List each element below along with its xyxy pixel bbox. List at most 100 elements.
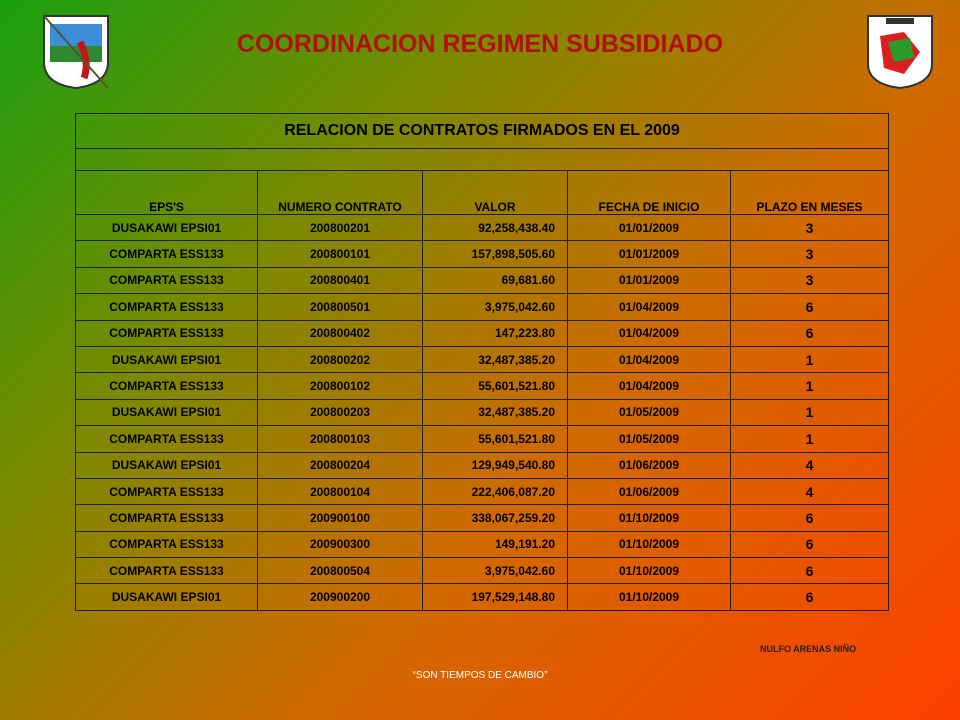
table-cell: 3: [730, 240, 889, 268]
right-logo: [867, 15, 933, 90]
column-header: NUMERO CONTRATO: [257, 170, 423, 215]
signature: NULFO ARENAS NIÑO: [760, 644, 857, 654]
table-cell: 01/04/2009: [567, 345, 731, 374]
table-cell: 200800504: [257, 557, 423, 585]
table-cell: 01/10/2009: [567, 557, 731, 585]
table-cell: 01/01/2009: [567, 213, 731, 242]
table-row: COMPARTA ESS133 200800104 222,406,087.20 01…: [75, 477, 889, 506]
table-row: COMPARTA ESS133 200800101 157,898,505.60 01…: [75, 240, 889, 268]
table-cell: 6: [730, 293, 889, 321]
table-cell: 3,975,042.60: [422, 557, 568, 585]
table-cell: 32,487,385.20: [422, 398, 568, 427]
table-cell: 4: [730, 477, 889, 506]
table-cell: 200800102: [257, 372, 423, 400]
empty-cell: [75, 148, 889, 171]
table-cell: DUSAKAWI EPSI01: [75, 451, 258, 479]
table-row: COMPARTA ESS133 200800401 69,681.60 01/01/2…: [75, 266, 889, 295]
table-cell: COMPARTA ESS133: [75, 504, 258, 532]
table-cell: 32,487,385.20: [422, 345, 568, 374]
table-row: DUSAKAWI EPSI01 200800203 32,487,385.20 01/…: [75, 398, 889, 427]
table-row: COMPARTA ESS133 200800402 147,223.80 01/04/…: [75, 319, 889, 347]
table-cell: 1: [730, 425, 889, 453]
left-logo: [43, 15, 109, 90]
table-cell: 200800402: [257, 319, 423, 347]
table-row: COMPARTA ESS133 200800103 55,601,521.80 01/…: [75, 425, 889, 453]
table-cell: 200800204: [257, 451, 423, 479]
table-cell: 6: [730, 530, 889, 559]
table-cell: 1: [730, 345, 889, 374]
table-cell: 149,191.20: [422, 530, 568, 559]
empty-row: [75, 148, 889, 171]
table-cell: 6: [730, 557, 889, 585]
table-cell: 4: [730, 451, 889, 479]
table-title: RELACION DE CONTRATOS FIRMADOS EN EL 200…: [75, 113, 889, 149]
table-cell: 200900100: [257, 504, 423, 532]
table-cell: DUSAKAWI EPSI01: [75, 345, 258, 374]
table-row: COMPARTA ESS133 200800102 55,601,521.80 01/…: [75, 372, 889, 400]
table-cell: 69,681.60: [422, 266, 568, 295]
table-cell: 01/04/2009: [567, 319, 731, 347]
table-cell: 200800201: [257, 213, 423, 242]
slide-title: COORDINACION REGIMEN SUBSIDIADO: [236, 30, 724, 58]
column-header: EPS'S: [75, 170, 258, 215]
table-cell: COMPARTA ESS133: [75, 372, 258, 400]
table-row: DUSAKAWI EPSI01 200800202 32,487,385.20 01/…: [75, 345, 889, 374]
table-cell: COMPARTA ESS133: [75, 266, 258, 295]
table-cell: COMPARTA ESS133: [75, 557, 258, 585]
table-cell: 6: [730, 504, 889, 532]
table-cell: 157,898,505.60: [422, 240, 568, 268]
table-cell: 129,949,540.80: [422, 451, 568, 479]
column-header: VALOR: [422, 170, 568, 215]
table-row: DUSAKAWI EPSI01 200900200 197,529,148.80 01…: [75, 583, 889, 611]
table-cell: COMPARTA ESS133: [75, 319, 258, 347]
table-cell: 01/10/2009: [567, 530, 731, 559]
table-cell: 200800202: [257, 345, 423, 374]
table-cell: 01/01/2009: [567, 240, 731, 268]
table-cell: 01/04/2009: [567, 372, 731, 400]
table-cell: 200800501: [257, 293, 423, 321]
table-cell: COMPARTA ESS133: [75, 240, 258, 268]
table-cell: COMPARTA ESS133: [75, 425, 258, 453]
table-cell: 1: [730, 398, 889, 427]
slogan: “SON TIEMPOS DE CAMBIO”: [412, 670, 548, 681]
table-cell: 6: [730, 583, 889, 611]
table-cell: 01/10/2009: [567, 504, 731, 532]
table-cell: 200800401: [257, 266, 423, 295]
header-row: EPS'S NUMERO CONTRATO VALOR FECHA DE INICIO…: [75, 170, 889, 215]
table-cell: 1: [730, 372, 889, 400]
table-cell: 01/01/2009: [567, 266, 731, 295]
contracts-table: RELACION DE CONTRATOS FIRMADOS EN EL 200…: [75, 113, 889, 611]
table-cell: 01/06/2009: [567, 451, 731, 479]
table-cell: DUSAKAWI EPSI01: [75, 213, 258, 242]
table-row: DUSAKAWI EPSI01 200800204 129,949,540.80 01…: [75, 451, 889, 479]
table-row: COMPARTA ESS133 200900300 149,191.20 01/10/…: [75, 530, 889, 559]
table-cell: 147,223.80: [422, 319, 568, 347]
table-cell: 55,601,521.80: [422, 425, 568, 453]
table-cell: 3: [730, 213, 889, 242]
table-row: COMPARTA ESS133 200800501 3,975,042.60 01/0…: [75, 293, 889, 321]
table-cell: 200900200: [257, 583, 423, 611]
table-row: COMPARTA ESS133 200900100 338,067,259.20 01…: [75, 504, 889, 532]
table-row: COMPARTA ESS133 200800504 3,975,042.60 01/1…: [75, 557, 889, 585]
table-cell: 200800203: [257, 398, 423, 427]
table-cell: 197,529,148.80: [422, 583, 568, 611]
table-cell: 01/04/2009: [567, 293, 731, 321]
table-cell: 01/06/2009: [567, 477, 731, 506]
table-cell: 01/05/2009: [567, 425, 731, 453]
table-cell: 222,406,087.20: [422, 477, 568, 506]
table-cell: COMPARTA ESS133: [75, 477, 258, 506]
table-cell: 200900300: [257, 530, 423, 559]
table-cell: COMPARTA ESS133: [75, 293, 258, 321]
table-cell: DUSAKAWI EPSI01: [75, 398, 258, 427]
table-cell: COMPARTA ESS133: [75, 530, 258, 559]
table-cell: 200800101: [257, 240, 423, 268]
table-cell: 3,975,042.60: [422, 293, 568, 321]
table-cell: 01/10/2009: [567, 583, 731, 611]
table-cell: 55,601,521.80: [422, 372, 568, 400]
table-cell: 200800103: [257, 425, 423, 453]
table-cell: 200800104: [257, 477, 423, 506]
column-header: PLAZO EN MESES: [730, 170, 889, 215]
table-cell: DUSAKAWI EPSI01: [75, 583, 258, 611]
table-cell: 338,067,259.20: [422, 504, 568, 532]
